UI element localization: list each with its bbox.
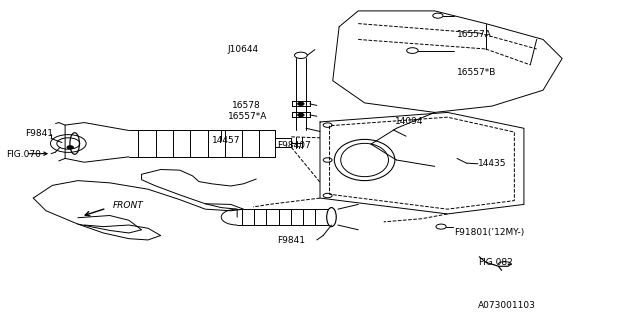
Text: A073001103: A073001103 xyxy=(478,301,536,310)
Text: 14457: 14457 xyxy=(212,136,240,145)
Circle shape xyxy=(298,102,304,105)
Circle shape xyxy=(67,146,74,149)
Text: FIG.070: FIG.070 xyxy=(6,150,42,159)
Text: F9841: F9841 xyxy=(26,130,54,139)
Text: 16557*B: 16557*B xyxy=(457,68,497,77)
Text: FRONT: FRONT xyxy=(113,202,143,211)
Text: J10644: J10644 xyxy=(228,45,259,54)
Text: 16557*A: 16557*A xyxy=(228,112,267,121)
Text: 16578: 16578 xyxy=(232,101,261,110)
Text: 16557A: 16557A xyxy=(457,30,492,39)
Text: F91801(’12MY-): F91801(’12MY-) xyxy=(454,228,524,237)
Circle shape xyxy=(298,113,304,116)
Text: 14435: 14435 xyxy=(478,159,506,168)
Text: 14094: 14094 xyxy=(395,117,424,126)
Text: FIG.082: FIG.082 xyxy=(478,258,513,267)
Text: F98407: F98407 xyxy=(276,141,310,150)
Text: F9841: F9841 xyxy=(276,236,305,245)
